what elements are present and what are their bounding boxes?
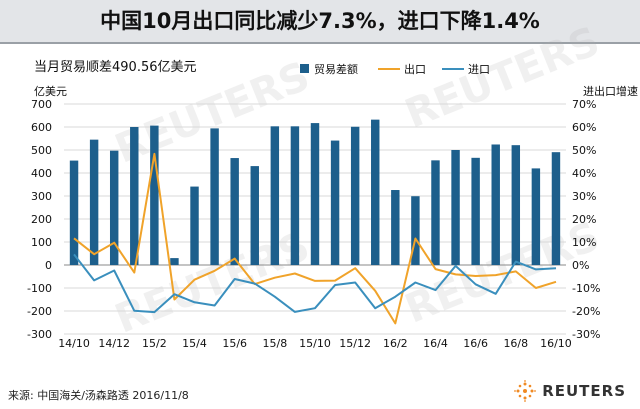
imports-line (73, 253, 557, 314)
bar-trade-balance (310, 123, 320, 265)
left-tick-label: 500 (31, 144, 52, 157)
x-tick-label: 16/4 (423, 337, 448, 350)
footer-source: 来源: 中国海关/汤森路透 2016/11/8 (8, 389, 189, 402)
right-tick-label: 70% (572, 98, 596, 111)
exports-line (73, 152, 557, 325)
bar-trade-balance (411, 196, 420, 265)
x-tick-label: 16/2 (383, 337, 408, 350)
x-tick-label: 15/8 (262, 337, 287, 350)
bar-trade-balance (391, 190, 400, 265)
right-tick-label: 50% (572, 144, 596, 157)
left-tick-label: 0 (45, 259, 52, 272)
chart-subtitle: 当月贸易顺差490.56亿美元 (34, 60, 197, 75)
bar-trade-balance (431, 160, 440, 265)
bar-trade-balance (551, 152, 561, 265)
growth-lines (73, 152, 557, 325)
left-tick-label: -200 (27, 305, 52, 318)
right-tick-label: -20% (572, 305, 600, 318)
bar-trade-balance (210, 128, 219, 265)
trade-chart: 700 600 500 400 300 200 100 0 -100 -200 -300 70% 60%… (27, 60, 638, 350)
bar-trade-balance (471, 157, 480, 265)
x-tick-label: 15/2 (142, 337, 167, 350)
bar-trade-balance (170, 258, 179, 265)
bar-trade-balance (250, 166, 259, 265)
bar-trade-balance (190, 186, 199, 265)
right-tick-label: 10% (572, 236, 596, 249)
bar-trade-balance (330, 140, 340, 265)
bar-trade-balance (230, 158, 239, 265)
reuters-logo-icon (514, 380, 537, 402)
bar-trade-balance (350, 126, 360, 266)
left-tick-label: -100 (27, 282, 52, 295)
reuters-logo: REUTERS (514, 380, 626, 402)
chart-title: 中国10月出口同比减少7.3%，进口下降1.4% (0, 0, 640, 42)
bar-trade-balance (130, 127, 139, 265)
bar-trade-balance (150, 125, 159, 266)
legend-label-exports: 出口 (404, 62, 426, 76)
x-tick-label: 15/4 (182, 337, 207, 350)
x-tick-label: 16/8 (503, 337, 528, 350)
x-tick-label: 14/10 (58, 337, 90, 350)
bar-trade-balance (109, 150, 119, 265)
legend: 贸易差额 出口 进口 (300, 62, 490, 76)
bar-trade-balance (89, 139, 99, 265)
right-tick-label: 40% (572, 167, 596, 180)
x-tick-label: 15/10 (299, 337, 331, 350)
left-tick-label: -300 (27, 328, 52, 341)
bar-trade-balance (69, 160, 79, 265)
right-tick-label: 0% (572, 259, 589, 272)
left-tick-label: 200 (31, 213, 52, 226)
right-tick-label: 30% (572, 190, 596, 203)
left-tick-label: 100 (31, 236, 52, 249)
x-tick-label: 16/10 (540, 337, 572, 350)
legend-label-balance: 贸易差额 (314, 62, 358, 76)
bar-trade-balance (270, 126, 280, 265)
right-tick-label: -10% (572, 282, 600, 295)
bar-trade-balance (371, 119, 380, 265)
left-tick-label: 400 (31, 167, 52, 180)
balance-bars (69, 119, 561, 266)
left-tick-label: 300 (31, 190, 52, 203)
right-tick-label: -30% (572, 328, 600, 341)
bar-trade-balance (451, 150, 460, 265)
right-axis-label: 进出口增速 (583, 84, 638, 98)
axes: 700 600 500 400 300 200 100 0 -100 -200 -300 70% 60%… (27, 98, 600, 350)
bar-trade-balance (531, 168, 541, 265)
bar-trade-balance (511, 145, 521, 265)
right-tick-label: 60% (572, 121, 596, 134)
title-divider (0, 42, 640, 44)
legend-label-imports: 进口 (468, 63, 490, 76)
right-tick-label: 20% (572, 213, 596, 226)
left-axis-label: 亿美元 (34, 85, 67, 98)
left-tick-label: 600 (31, 121, 52, 134)
x-tick-label: 15/6 (222, 337, 247, 350)
left-tick-label: 700 (31, 98, 52, 111)
x-tick-label: 14/12 (98, 337, 130, 350)
bar-trade-balance (491, 144, 500, 265)
x-tick-label: 15/12 (339, 337, 371, 350)
x-tick-label: 16/6 (463, 337, 488, 350)
bar-trade-balance (290, 126, 300, 265)
legend-swatch-balance (300, 64, 309, 73)
reuters-logo-text: REUTERS (542, 382, 626, 400)
